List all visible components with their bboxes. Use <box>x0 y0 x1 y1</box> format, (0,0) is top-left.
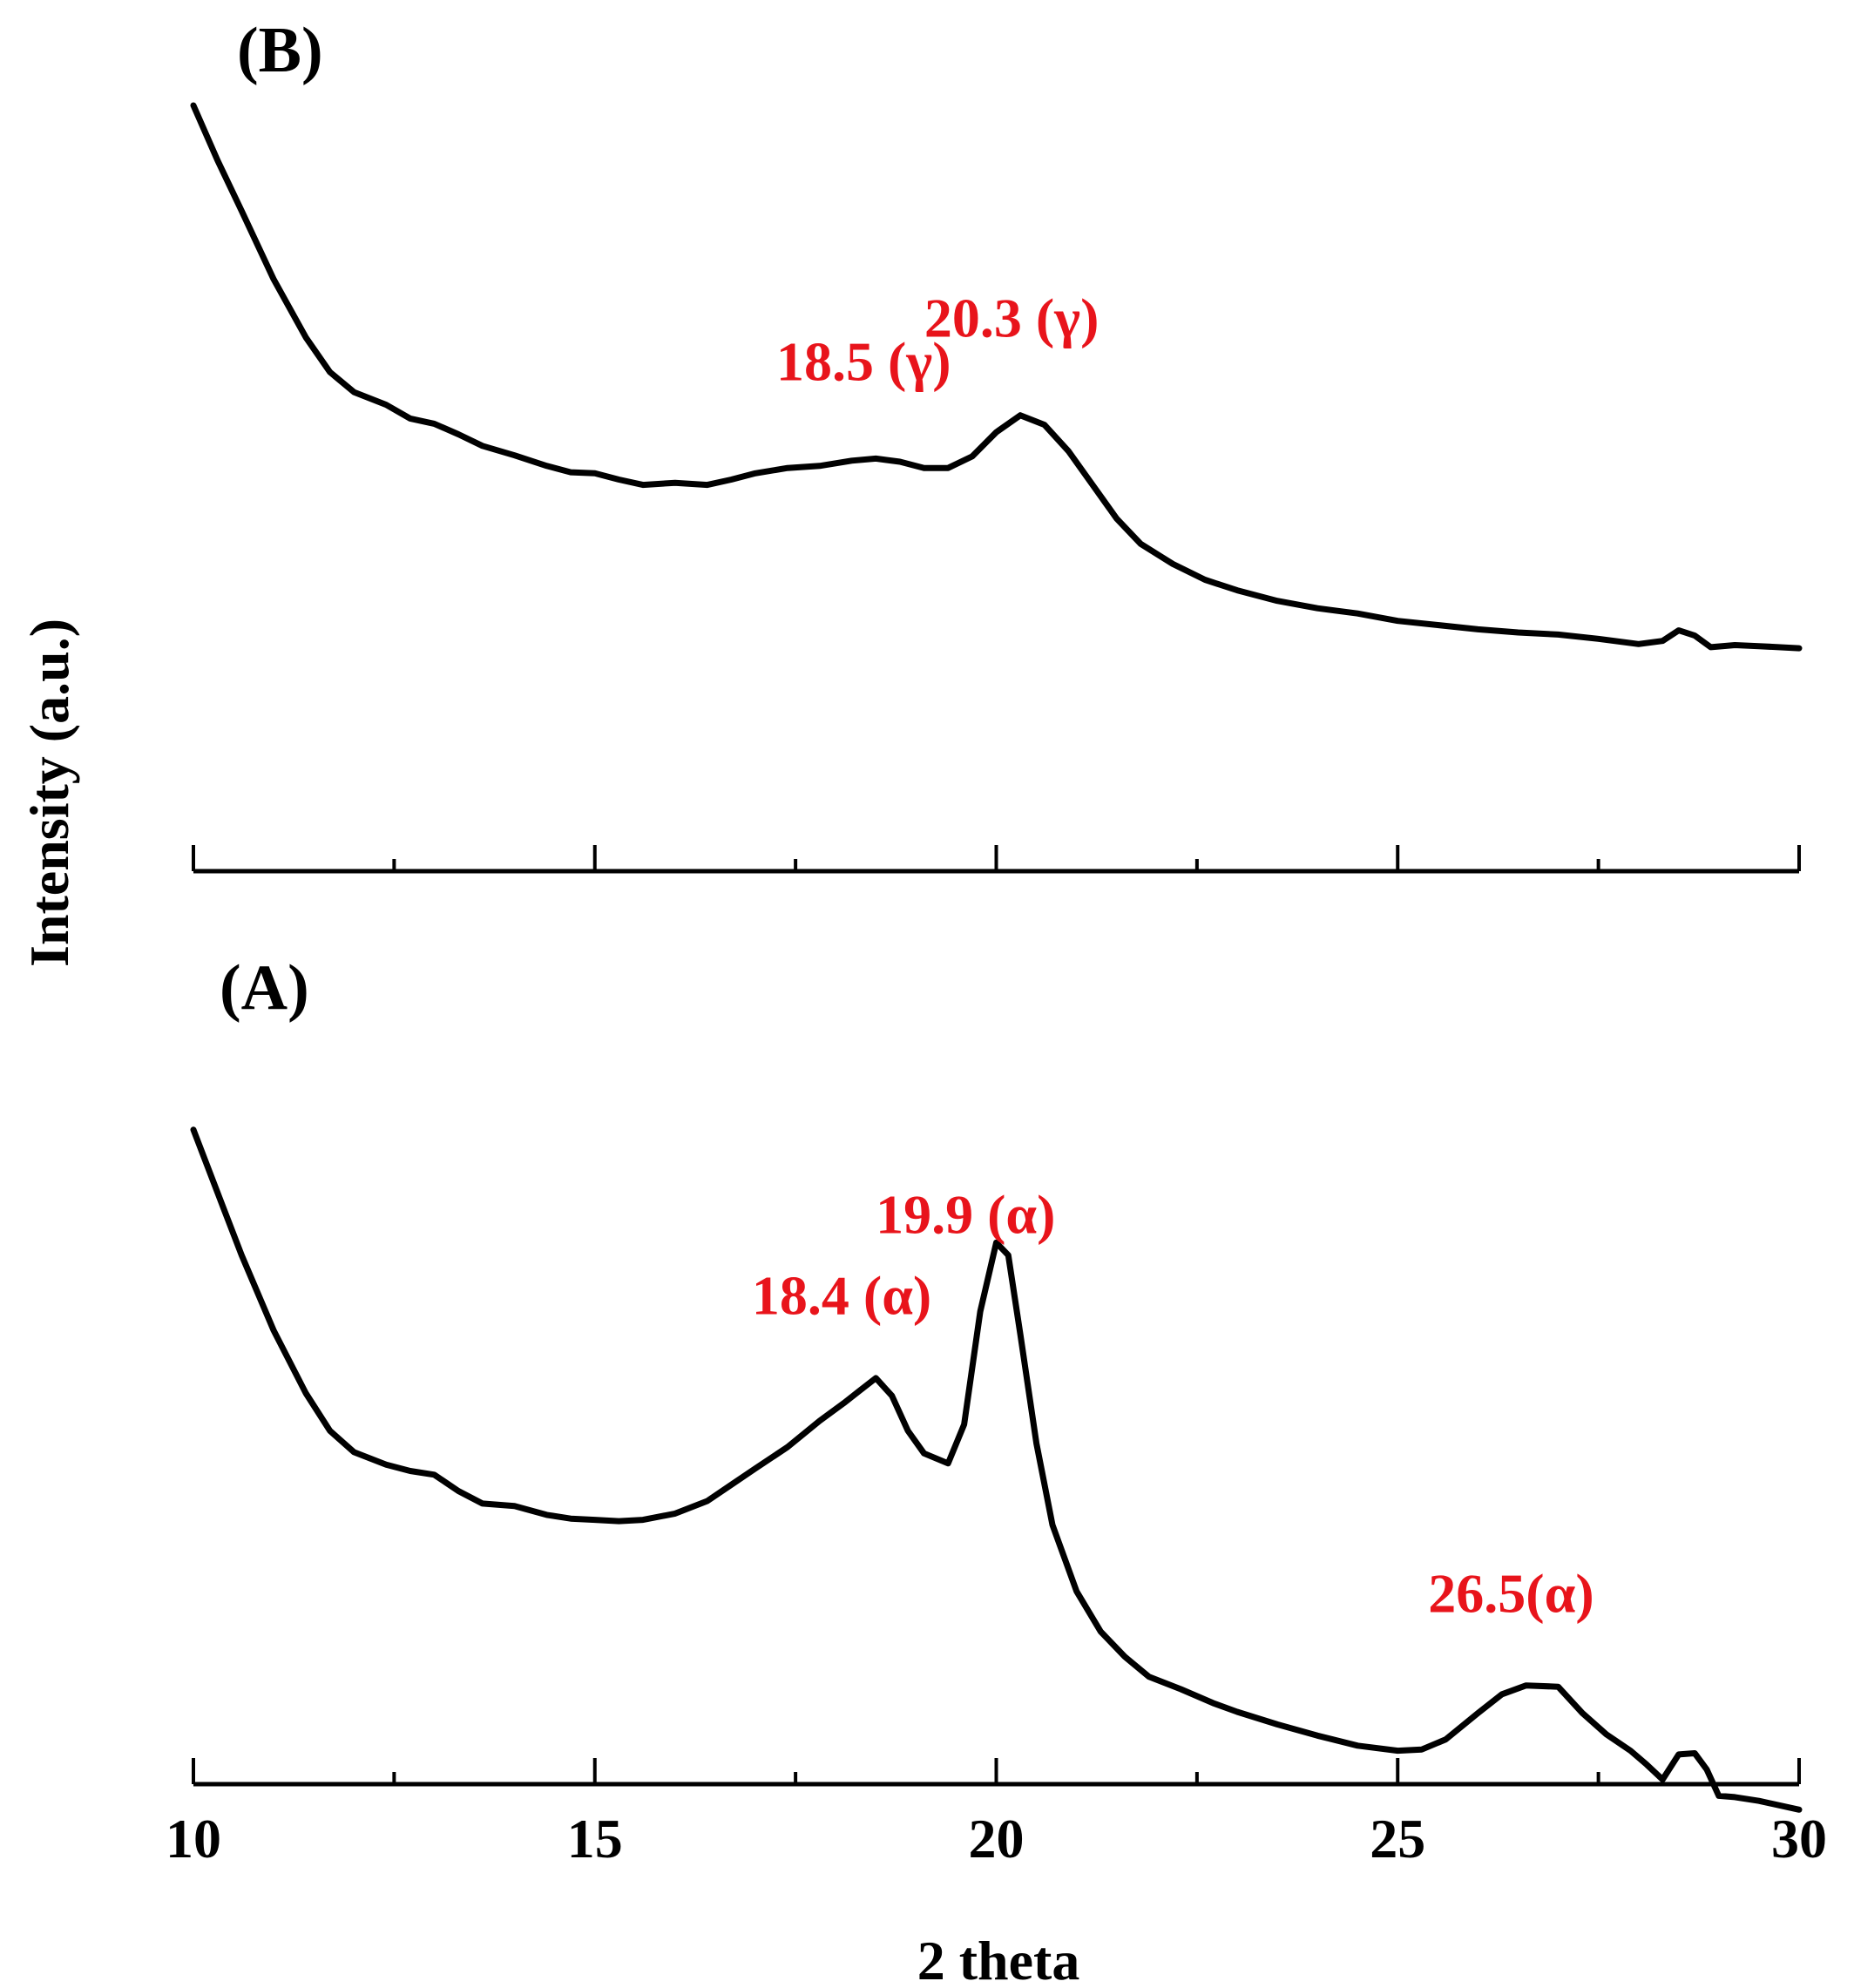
panel-a: (A) 18.4 (α) 19.9 (α) 26.5(α) <box>190 952 1803 1813</box>
y-axis-label: Intensity (a.u.) <box>18 619 80 967</box>
panel-b: (B) 18.5 (γ)20.3 (γ) <box>190 15 1803 874</box>
peak-annotation-b: 18.5 (γ) <box>776 330 951 392</box>
x-tick-label: 30 <box>1771 1808 1827 1870</box>
series-line-b <box>190 102 1803 652</box>
x-tick-label: 10 <box>166 1808 221 1870</box>
x-tick-label: 20 <box>969 1808 1025 1870</box>
peak-annotation-a: 18.4 (α) <box>752 1264 931 1326</box>
series-line-a <box>190 1126 1803 1813</box>
x-axis-label: 2 theta <box>917 1930 1080 1988</box>
panel-label-b: (B) <box>237 15 323 86</box>
x-tick-label: 15 <box>567 1808 623 1870</box>
peak-annotation-a: 19.9 (α) <box>876 1184 1055 1246</box>
peak-annotation-b: 20.3 (γ) <box>924 287 1100 349</box>
x-tick-label: 25 <box>1370 1808 1425 1870</box>
x-tick-labels: 10 15 20 25 30 <box>166 1808 1827 1870</box>
peak-annotation-a: 26.5(α) <box>1428 1563 1593 1625</box>
panel-label-a: (A) <box>220 952 309 1024</box>
